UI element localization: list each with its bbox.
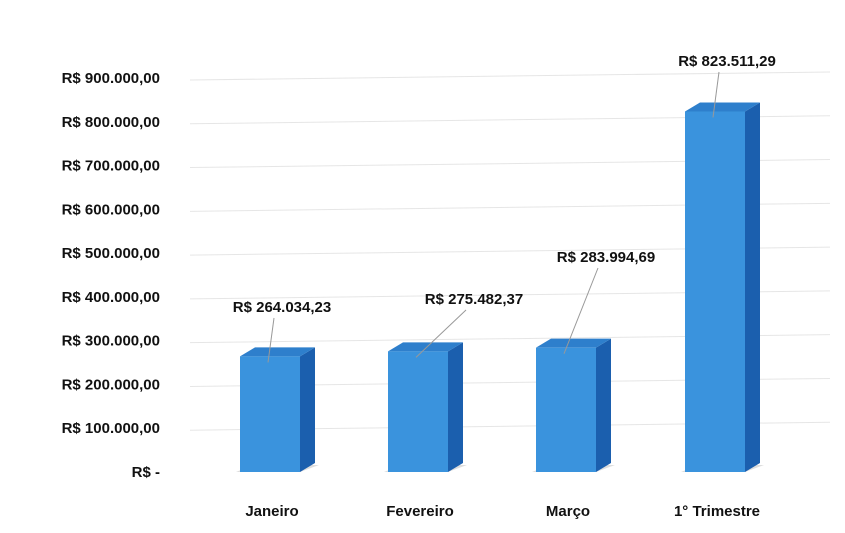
bars bbox=[236, 102, 764, 473]
y-axis-ticks: R$ - R$ 100.000,00 R$ 200.000,00 R$ 300.000… bbox=[62, 70, 160, 481]
y-tick-label: R$ - bbox=[132, 464, 160, 481]
y-tick-label: R$ 400.000,00 bbox=[62, 289, 160, 306]
x-tick-label: Fevereiro bbox=[386, 503, 454, 520]
data-label: R$ 264.034,23 bbox=[233, 299, 331, 316]
x-axis-ticks: Janeiro Fevereiro Março 1° Trimestre bbox=[245, 503, 760, 520]
data-labels: R$ 264.034,23 R$ 275.482,37 R$ 283.994,69 R… bbox=[233, 53, 776, 363]
y-tick-label: R$ 200.000,00 bbox=[62, 376, 160, 393]
bar bbox=[536, 347, 596, 472]
y-tick-label: R$ 300.000,00 bbox=[62, 333, 160, 350]
bar-side bbox=[448, 342, 463, 472]
bar-side bbox=[745, 102, 760, 473]
y-tick-label: R$ 700.000,00 bbox=[62, 158, 160, 175]
leader-line bbox=[563, 267, 599, 354]
data-label: R$ 283.994,69 bbox=[557, 249, 655, 266]
y-tick-label: R$ 800.000,00 bbox=[62, 114, 160, 131]
bar bbox=[240, 356, 300, 472]
x-tick-label: Janeiro bbox=[245, 503, 298, 520]
bar-top bbox=[388, 342, 463, 352]
y-tick-label: R$ 100.000,00 bbox=[62, 420, 160, 437]
y-tick-label: R$ 900.000,00 bbox=[62, 70, 160, 87]
bar bbox=[388, 351, 448, 472]
bar-top bbox=[685, 102, 760, 112]
data-label: R$ 823.511,29 bbox=[678, 53, 776, 70]
leader-line bbox=[415, 309, 467, 358]
bar-top bbox=[536, 338, 611, 348]
x-tick-label: 1° Trimestre bbox=[674, 503, 760, 520]
y-tick-label: R$ 500.000,00 bbox=[62, 245, 160, 262]
y-tick-label: R$ 600.000,00 bbox=[62, 201, 160, 218]
bar-side bbox=[596, 338, 611, 472]
bar bbox=[685, 111, 745, 473]
leader-line bbox=[267, 317, 275, 363]
gridline bbox=[189, 71, 831, 81]
bar-top bbox=[240, 347, 315, 357]
bar-side bbox=[300, 347, 315, 472]
leader-line bbox=[712, 71, 720, 118]
data-label: R$ 275.482,37 bbox=[425, 291, 523, 308]
x-tick-label: Março bbox=[546, 503, 590, 520]
